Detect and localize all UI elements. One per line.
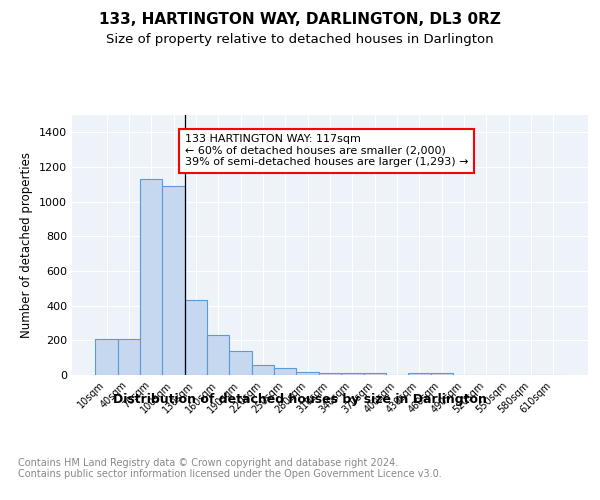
Bar: [408, 374, 431, 375]
Bar: [207, 335, 229, 375]
Y-axis label: Number of detached properties: Number of detached properties: [20, 152, 34, 338]
Bar: [431, 374, 453, 375]
Bar: [274, 368, 296, 375]
Text: Contains HM Land Registry data © Crown copyright and database right 2024.
Contai: Contains HM Land Registry data © Crown c…: [18, 458, 442, 479]
Bar: [163, 186, 185, 375]
Text: 133, HARTINGTON WAY, DARLINGTON, DL3 0RZ: 133, HARTINGTON WAY, DARLINGTON, DL3 0RZ: [99, 12, 501, 28]
Bar: [252, 364, 274, 375]
Bar: [341, 374, 364, 375]
Bar: [118, 338, 140, 375]
Bar: [95, 338, 118, 375]
Bar: [364, 374, 386, 375]
Bar: [140, 179, 163, 375]
Text: Distribution of detached houses by size in Darlington: Distribution of detached houses by size …: [113, 392, 487, 406]
Text: 133 HARTINGTON WAY: 117sqm
← 60% of detached houses are smaller (2,000)
39% of s: 133 HARTINGTON WAY: 117sqm ← 60% of deta…: [185, 134, 469, 168]
Text: Size of property relative to detached houses in Darlington: Size of property relative to detached ho…: [106, 32, 494, 46]
Bar: [319, 374, 341, 375]
Bar: [296, 372, 319, 375]
Bar: [185, 300, 207, 375]
Bar: [229, 350, 252, 375]
